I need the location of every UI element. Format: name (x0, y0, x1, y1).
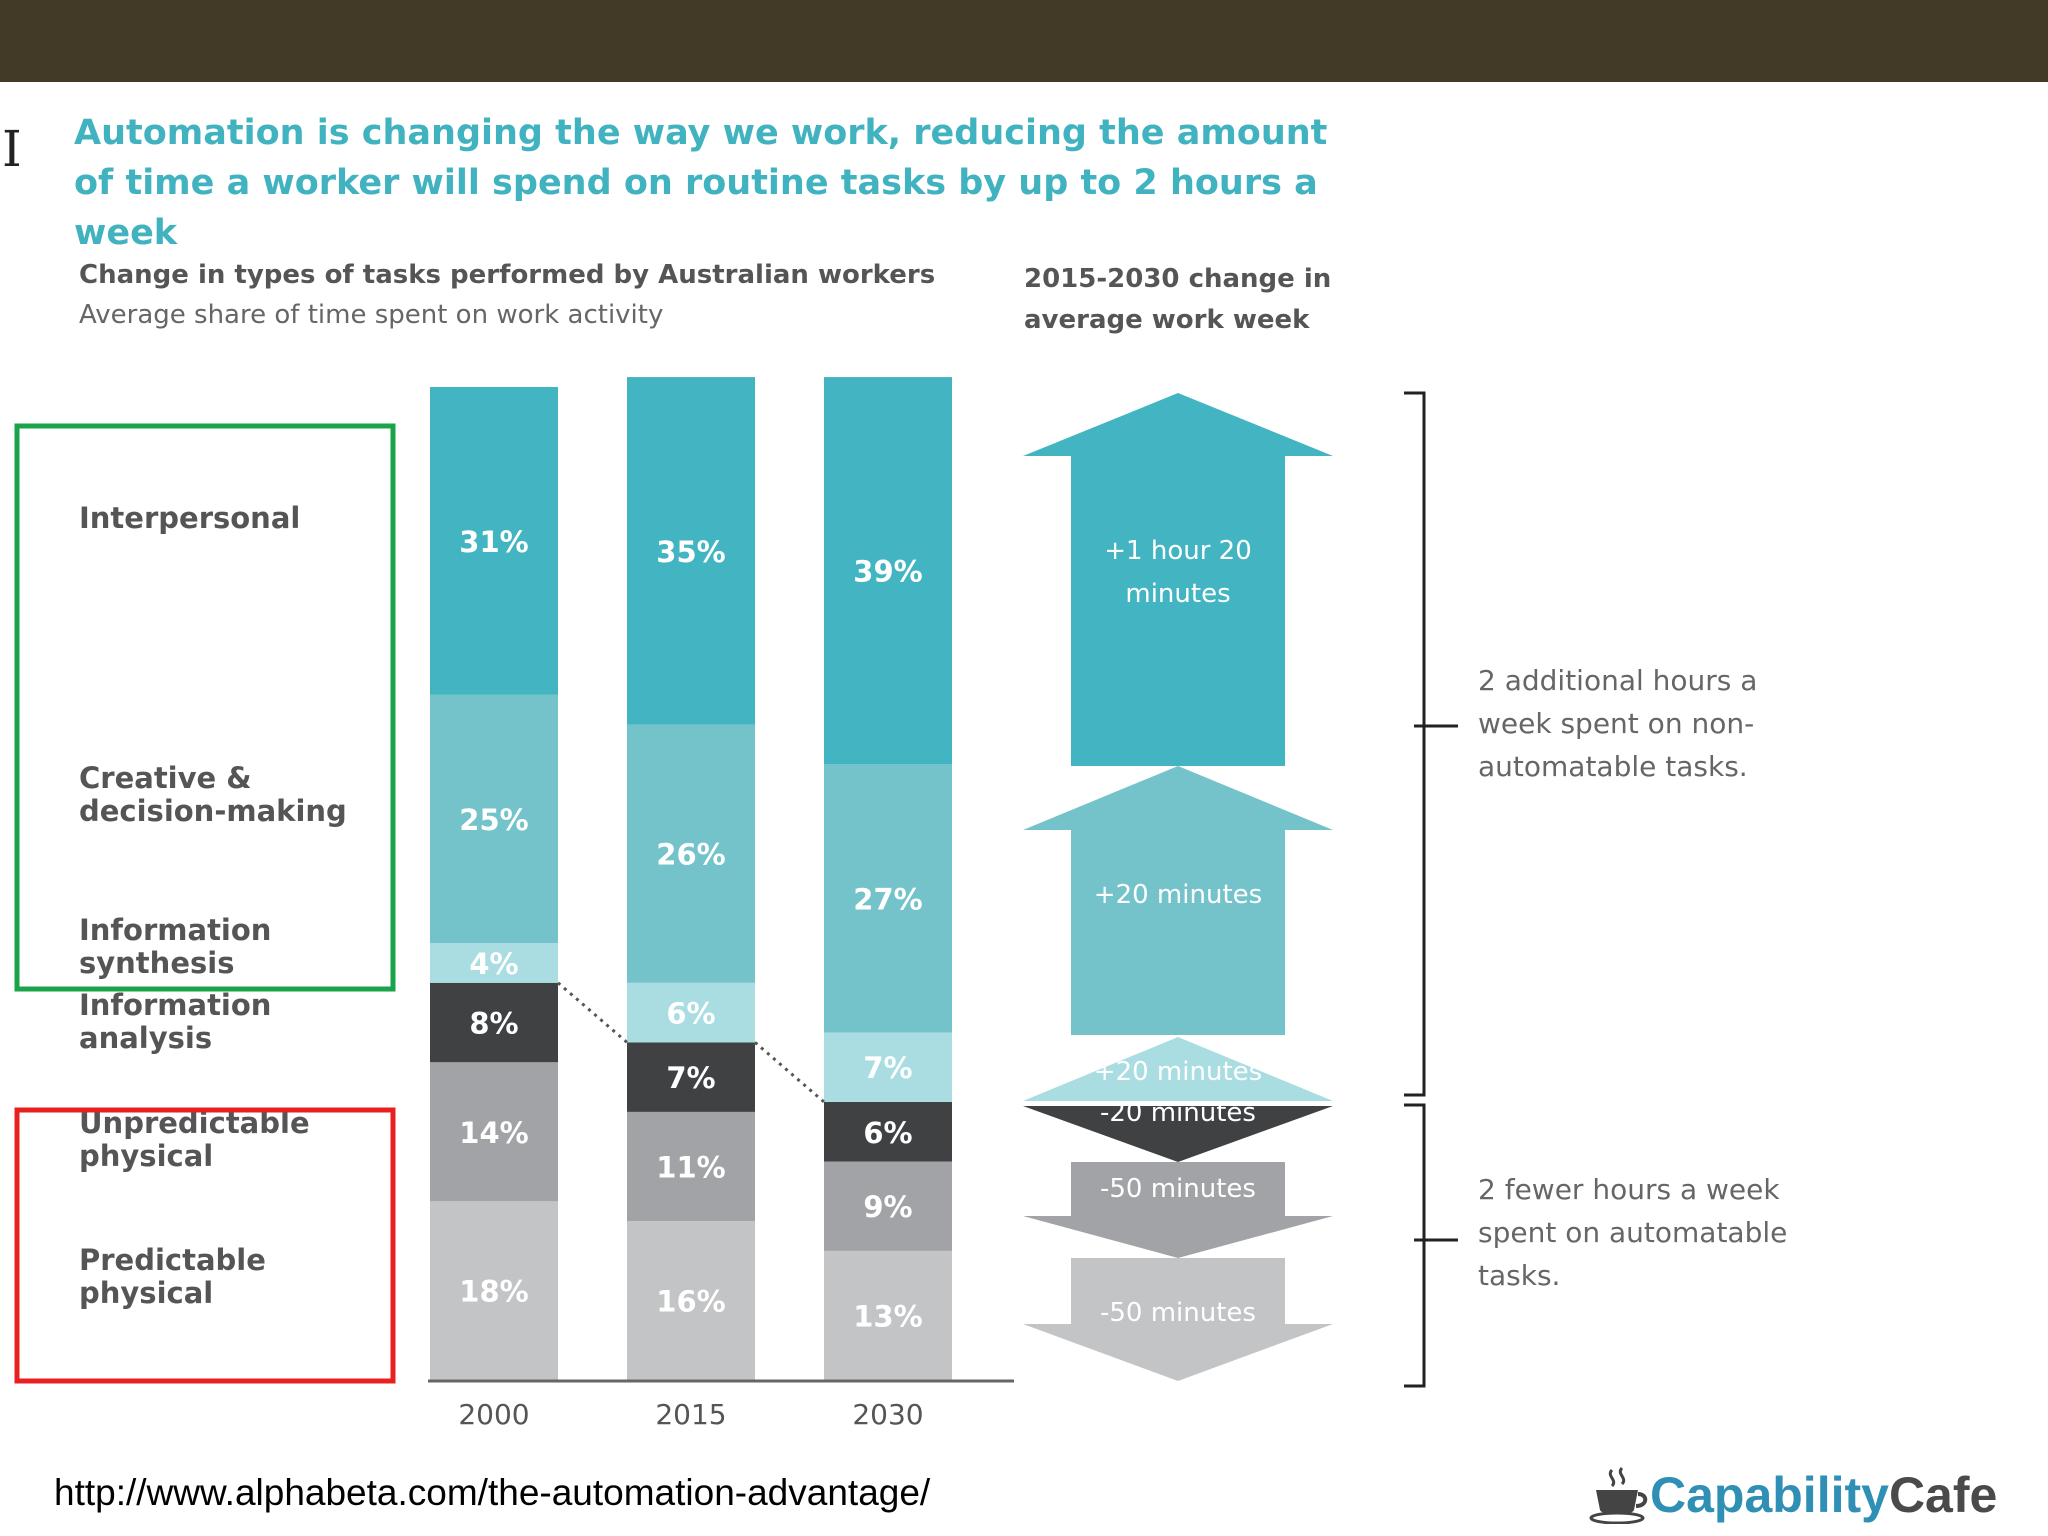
chart-heading: Change in types of tasks performed by Au… (79, 255, 979, 335)
logo-text-cafe: Cafe (1888, 1467, 1998, 1523)
up-arrow (1023, 766, 1333, 1035)
bracket-annotation: 2 fewer hours a week (1478, 1173, 1780, 1206)
data-label: 4% (469, 947, 518, 981)
data-label: 7% (863, 1051, 912, 1085)
bar-segment (627, 982, 755, 1043)
bar-segment (824, 1161, 952, 1251)
trend-connector (557, 981, 628, 1044)
text-cursor-icon: I (2, 120, 22, 178)
bar-segment (824, 764, 952, 1033)
up-arrow (1023, 1037, 1333, 1101)
data-label: 27% (853, 882, 922, 916)
bar-segment (627, 724, 755, 983)
bar-segment (430, 694, 558, 944)
bar-segment (627, 1221, 755, 1380)
row-label-synthesis: Information (79, 913, 271, 947)
bracket-annotation: week spent on non- (1478, 707, 1754, 740)
row-label-interpersonal: Interpersonal (79, 501, 300, 535)
row-label-analysis: analysis (79, 1021, 212, 1055)
arrow-label: -50 minutes (1100, 1298, 1256, 1328)
data-label: 39% (853, 555, 922, 589)
data-label: 6% (666, 997, 715, 1031)
arrow-panel-title: 2015-2030 change in average work week (1024, 264, 1332, 335)
bar-segment (824, 377, 952, 765)
highlight-box-red (14, 1107, 396, 1384)
top-banner (0, 0, 2048, 82)
bar-segment (430, 982, 558, 1063)
arrow-label: -50 minutes (1100, 1174, 1256, 1204)
arrow-label: minutes (1125, 579, 1230, 609)
data-label: 7% (666, 1061, 715, 1095)
data-label: 31% (459, 525, 528, 559)
arrow-label: -20 minutes (1100, 1098, 1256, 1128)
data-label: 25% (459, 803, 528, 837)
slide-headline: Automation is changing the way we work, … (74, 113, 1328, 253)
bar-segment (627, 1111, 755, 1222)
x-tick-label: 2000 (458, 1398, 529, 1431)
data-label: 16% (656, 1285, 725, 1319)
bracket (1404, 391, 1458, 1097)
row-label-unpredictable: physical (79, 1139, 213, 1173)
down-arrow (1023, 1106, 1333, 1162)
row-label-analysis: Information (79, 988, 271, 1022)
bar-segment (824, 1250, 952, 1380)
chart-title: Change in types of tasks performed by Au… (79, 260, 936, 290)
data-label: 26% (656, 838, 725, 872)
data-label: 9% (863, 1190, 912, 1224)
row-label-predictable: physical (79, 1276, 213, 1310)
row-label-predictable: Predictable (79, 1243, 266, 1277)
bracket-annotation: automatable tasks. (1478, 750, 1748, 783)
data-label: 18% (459, 1275, 528, 1309)
chart-subtitle: Average share of time spent on work acti… (79, 300, 664, 330)
data-label: 6% (863, 1116, 912, 1150)
bar-segment (430, 1062, 558, 1202)
arrow-label: +1 hour 20 (1104, 536, 1252, 566)
data-label: 13% (853, 1299, 922, 1333)
bracket-annotation: tasks. (1478, 1259, 1560, 1292)
data-label: 35% (656, 535, 725, 569)
trend-connector (754, 1041, 825, 1104)
source-link[interactable]: http://www.alphabeta.com/the-automation-… (54, 1472, 931, 1513)
bracket-annotation: spent on automatable (1478, 1216, 1787, 1249)
arrow-label: +20 minutes (1094, 1057, 1262, 1087)
up-arrow (1023, 393, 1333, 766)
bar-segment (824, 1101, 952, 1162)
data-label: 11% (656, 1151, 725, 1185)
bar-segment (430, 1201, 558, 1380)
x-tick-label: 2030 (852, 1398, 923, 1431)
down-arrow (1023, 1162, 1333, 1258)
down-arrow (1023, 1258, 1333, 1381)
row-label-synthesis: synthesis (79, 946, 234, 980)
data-label: 14% (459, 1116, 528, 1150)
capability-cafe-logo: Capability Cafe (1588, 1466, 1997, 1524)
bar-segment (824, 1032, 952, 1102)
bracket (1404, 1103, 1458, 1388)
bar-segment (430, 387, 558, 695)
coffee-cup-icon (1589, 1466, 1648, 1524)
x-tick-label: 2015 (655, 1398, 726, 1431)
bracket-annotation: 2 additional hours a (1478, 664, 1757, 697)
bar-segment (430, 943, 558, 983)
arrow-label: +20 minutes (1094, 880, 1262, 910)
bar-segment (627, 377, 755, 725)
highlight-box-green (14, 423, 396, 992)
logo-text-capability: Capability (1650, 1467, 1889, 1523)
bar-segment (627, 1042, 755, 1112)
row-label-creative: Creative & (79, 761, 252, 795)
data-label: 8% (469, 1007, 518, 1041)
row-label-creative: decision-making (79, 794, 347, 828)
